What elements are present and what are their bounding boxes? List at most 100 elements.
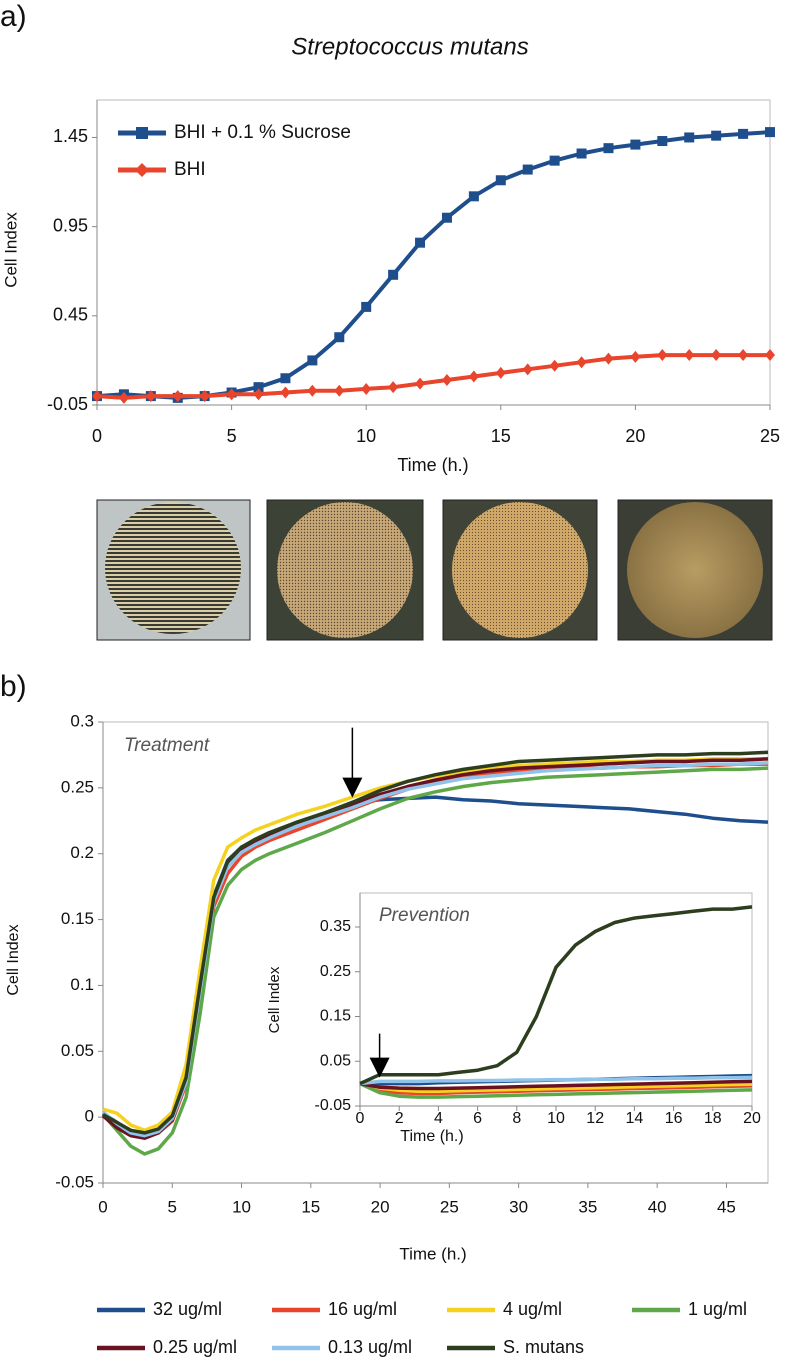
legend-label: BHI + 0.1 % Sucrose — [174, 122, 351, 143]
marker — [549, 359, 560, 372]
y-axis-label: Cell Index — [1, 212, 20, 288]
annotation: Prevention — [379, 905, 470, 926]
marker — [657, 136, 668, 147]
arrow-head — [369, 1057, 390, 1078]
marker — [738, 349, 749, 362]
marker — [226, 388, 237, 401]
marker — [657, 349, 668, 362]
series-line — [359, 1082, 753, 1099]
x-tick-label: 4 — [434, 1110, 443, 1127]
series-line — [359, 1081, 753, 1096]
x-tick-label: 10 — [547, 1110, 565, 1127]
marker — [307, 355, 318, 366]
marker — [630, 350, 641, 363]
y-tick-label: 0.05 — [61, 1041, 94, 1060]
series-line — [102, 750, 769, 1135]
marker — [199, 390, 210, 403]
annotation: Treatment — [124, 735, 210, 756]
y-tick-label: 1.45 — [53, 126, 88, 146]
chart-title: Streptococcus mutans — [291, 33, 528, 60]
marker — [388, 381, 399, 394]
y-tick-label: 0.35 — [320, 918, 351, 935]
series-line — [359, 1075, 753, 1086]
marker — [361, 301, 372, 312]
marker — [603, 352, 614, 365]
series-line — [359, 1081, 753, 1093]
marker — [307, 384, 318, 397]
x-tick-label: 10 — [356, 426, 376, 446]
y-tick-label: 0 — [85, 1107, 94, 1126]
y-tick-label: 0.15 — [61, 909, 94, 928]
series-line — [359, 905, 753, 1086]
legend-label: 1 ug/ml — [688, 1299, 747, 1319]
marker — [172, 390, 183, 403]
x-tick-label: 5 — [168, 1197, 177, 1216]
series-line — [96, 353, 770, 400]
x-tick-label: 18 — [704, 1110, 722, 1127]
marker — [145, 390, 156, 403]
y-tick-label: 0.2 — [70, 843, 94, 862]
x-tick-label: 25 — [440, 1197, 459, 1216]
marker — [441, 374, 452, 387]
marker — [684, 132, 695, 143]
series-line — [359, 1079, 753, 1091]
y-axis-label: Cell Index — [266, 966, 283, 1033]
x-tick-label: 20 — [743, 1110, 761, 1127]
marker — [118, 391, 129, 404]
y-tick-label: 0.3 — [70, 711, 94, 730]
x-tick-label: 20 — [625, 426, 645, 446]
marker — [522, 363, 533, 376]
well — [452, 502, 588, 638]
well — [277, 502, 413, 638]
marker — [576, 148, 587, 159]
x-tick-label: 14 — [626, 1110, 644, 1127]
marker — [684, 349, 695, 362]
x-tick-label: 40 — [648, 1197, 667, 1216]
legend-label: BHI — [174, 159, 206, 180]
x-tick-label: 12 — [586, 1110, 604, 1127]
x-tick-label: 45 — [717, 1197, 736, 1216]
legend-label: 0.13 ug/ml — [328, 1337, 412, 1357]
arrow-head — [342, 777, 363, 798]
x-axis-label: Time (h.) — [399, 1244, 466, 1263]
marker — [630, 139, 641, 150]
marker — [441, 212, 452, 223]
marker — [253, 382, 264, 393]
panel-label: b) — [0, 670, 27, 703]
legend-marker — [135, 163, 149, 177]
marker — [280, 386, 291, 399]
marker — [253, 388, 264, 401]
x-tick-label: 0 — [98, 1197, 107, 1216]
well-images — [96, 499, 773, 641]
marker — [280, 373, 291, 384]
marker — [495, 366, 506, 379]
chart: Prevention Time (h.) Cell Index -0.05 0.05 0.… — [260, 889, 762, 1162]
marker — [549, 155, 560, 166]
marker — [765, 127, 775, 138]
marker — [765, 349, 775, 362]
legend-label: 0.25 ug/ml — [153, 1337, 237, 1357]
x-tick-label: 8 — [512, 1110, 521, 1127]
well — [105, 502, 241, 634]
x-tick-label: 30 — [509, 1197, 528, 1216]
y-tick-label: 0.45 — [53, 305, 88, 325]
y-axis-label: Cell Index — [5, 924, 22, 995]
marker — [495, 175, 506, 186]
series-line — [101, 761, 769, 1138]
marker — [361, 382, 372, 395]
marker — [468, 191, 479, 202]
chart: a) Streptococcus mutans Time (h.) Cell Inde… — [0, 0, 780, 475]
x-tick-label: 10 — [232, 1197, 251, 1216]
legend-marker — [136, 127, 148, 139]
x-tick-label: 2 — [395, 1110, 404, 1127]
x-axis-label: Time (h.) — [397, 455, 468, 475]
x-tick-label: 16 — [665, 1110, 683, 1127]
panel-label: a) — [0, 0, 27, 33]
legend-label: 4 ug/ml — [503, 1299, 562, 1319]
x-tick-label: 0 — [356, 1110, 365, 1127]
x-tick-label: 25 — [760, 426, 780, 446]
marker — [576, 356, 587, 369]
legend-label: 32 ug/ml — [153, 1299, 222, 1319]
legend-label: S. mutans — [503, 1337, 584, 1357]
